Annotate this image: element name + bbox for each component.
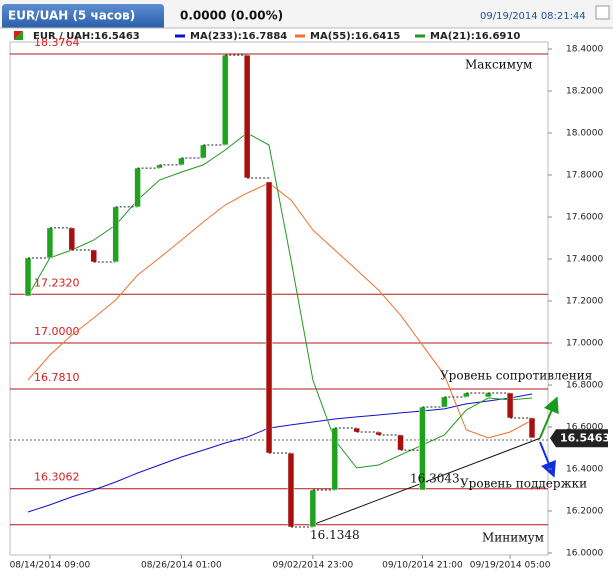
y-tick-label: 17.6000 <box>566 213 603 223</box>
y-tick-label: 16.6000 <box>566 423 603 433</box>
level-label: 17.0000 <box>34 325 80 338</box>
price-badge-label: 16.5463 <box>560 431 610 444</box>
x-tick-label: 09/02/2014 23:00 <box>273 561 354 571</box>
ma-line <box>27 393 533 513</box>
candle <box>112 206 119 263</box>
candle <box>243 54 251 179</box>
y-tick-label: 17.2000 <box>566 297 603 307</box>
candle <box>397 434 404 451</box>
candle <box>265 181 273 454</box>
x-tick-label: 08/26/2014 01:00 <box>141 561 222 571</box>
candle <box>528 417 536 439</box>
candle <box>178 157 185 166</box>
y-tick-label: 18.4000 <box>566 45 603 55</box>
resistance-arrow <box>539 396 559 439</box>
y-tick-label: 17.8000 <box>566 171 603 181</box>
annotation: Уровень сопротивления <box>440 369 592 383</box>
legend-label: MA(233):16.7884 <box>190 31 287 42</box>
annotation: Максимум <box>465 58 532 72</box>
settings-button[interactable] <box>595 5 610 20</box>
price-icon <box>14 31 23 40</box>
price-badge <box>550 429 608 448</box>
y-tick-label: 18.0000 <box>566 129 603 139</box>
level-label: 18.3764 <box>34 36 80 49</box>
legend-label: MA(21):16.6910 <box>430 31 520 42</box>
candle <box>46 227 54 259</box>
level-label: 16.7810 <box>34 371 80 384</box>
y-tick-label: 17.0000 <box>566 339 603 349</box>
ma-line <box>27 182 533 439</box>
y-tick-label: 18.2000 <box>566 87 603 97</box>
candle <box>24 257 32 297</box>
candle <box>200 144 207 159</box>
price-label: EUR / UAH:16.5463 <box>33 31 140 42</box>
y-tick-label: 16.0000 <box>566 549 603 559</box>
y-tick-label: 17.4000 <box>566 255 603 265</box>
y-tick-label: 16.4000 <box>566 465 603 475</box>
title-tab <box>2 4 164 28</box>
y-tick-label: 16.2000 <box>566 507 603 517</box>
title: EUR/UAH (5 часов) <box>8 9 135 23</box>
legend-label: MA(55):16.6415 <box>310 31 400 42</box>
point-label: 16.3043 <box>410 472 460 486</box>
candle <box>484 392 492 398</box>
candle <box>441 396 448 408</box>
x-tick-label: 08/14/2014 09:00 <box>10 561 91 571</box>
y-tick-label: 16.8000 <box>566 381 603 391</box>
candle <box>331 427 339 491</box>
candle <box>134 167 141 208</box>
candle <box>463 392 470 398</box>
ma-line <box>27 132 533 469</box>
candle <box>221 54 229 146</box>
candle <box>353 427 360 433</box>
support-line <box>312 437 541 526</box>
level-label: 16.3062 <box>34 471 80 484</box>
candle <box>287 452 295 528</box>
change: 0.0000 (0.00%) <box>180 9 283 23</box>
x-tick-label: 09/19/2014 05:00 <box>470 561 551 571</box>
x-tick-label: 09/10/2014 21:00 <box>382 561 463 571</box>
level-label: 17.2320 <box>34 276 80 289</box>
timestamp: 09/19/2014 08:21:44 <box>480 11 586 22</box>
candle <box>68 227 76 251</box>
level-label: 16.1348 <box>310 528 360 542</box>
candle <box>90 249 97 263</box>
annotation: Уровень поддержки <box>460 477 587 491</box>
candle <box>309 489 317 528</box>
annotation: Минимум <box>482 531 544 545</box>
plot-frame <box>9 41 549 556</box>
candle <box>506 392 514 419</box>
